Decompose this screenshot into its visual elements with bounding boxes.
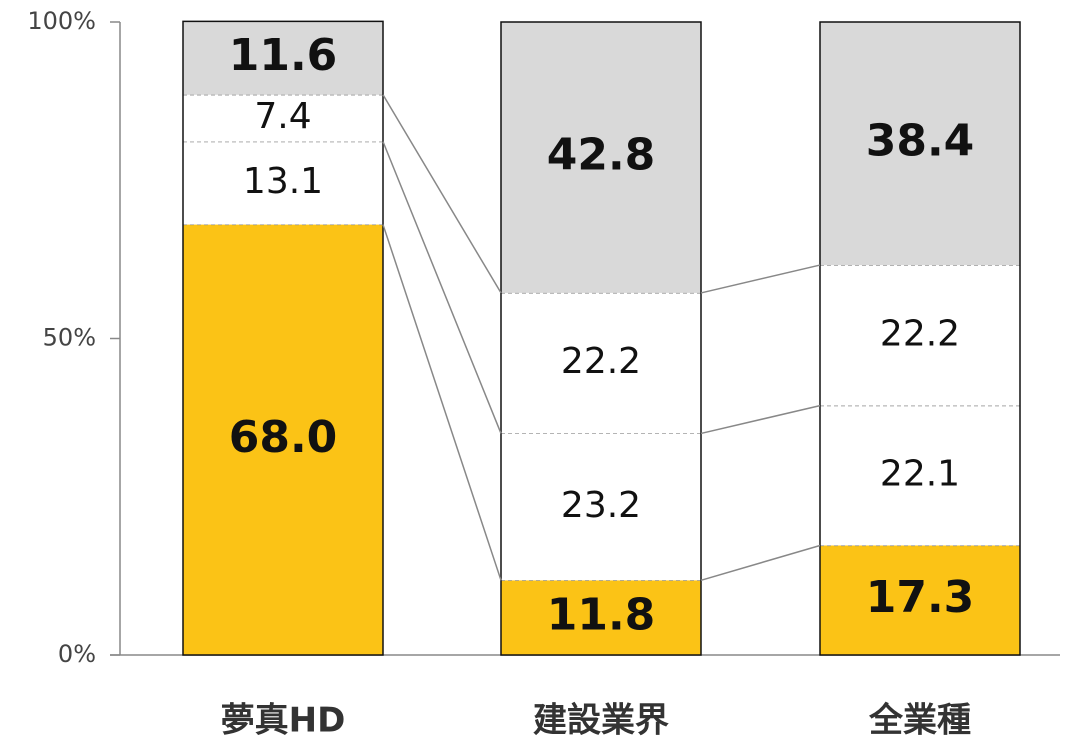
data-label: 7.4 (254, 96, 311, 137)
x-tick-label: 全業種 (868, 701, 971, 739)
connector (700, 264, 821, 294)
bar-segment (820, 405, 1020, 546)
connector (382, 94, 502, 294)
bar-segment (501, 292, 701, 434)
data-label: 11.8 (547, 590, 656, 641)
bar-segment (183, 21, 383, 95)
data-label: 42.8 (547, 129, 656, 180)
bar-segment (501, 22, 701, 293)
bar-segment (183, 224, 383, 655)
x-tick-label: 夢真HD (221, 701, 346, 739)
data-label: 23.2 (561, 485, 641, 526)
connector (382, 141, 502, 434)
bar-segment (183, 94, 383, 142)
bar-segment (820, 265, 1020, 406)
y-tick-label: 50% (43, 324, 96, 352)
data-label: 22.2 (880, 313, 960, 354)
bar-segment (501, 433, 701, 581)
bar-segment (501, 580, 701, 655)
data-label: 68.0 (229, 412, 338, 463)
data-label: 22.1 (880, 454, 960, 495)
bar-outline (500, 21, 702, 656)
bar-outline (182, 20, 384, 656)
data-label: 22.2 (561, 341, 641, 382)
bar-segment (820, 22, 1020, 266)
y-tick-label: 0% (58, 640, 96, 668)
connector (700, 404, 821, 435)
data-label: 13.1 (243, 161, 323, 202)
bar-outline (819, 21, 1021, 656)
bar-segment (183, 141, 383, 225)
y-tick-label: 100% (27, 7, 96, 35)
connector (700, 544, 821, 582)
data-label: 38.4 (866, 116, 975, 167)
data-label: 17.3 (866, 572, 975, 623)
bar-segment (820, 545, 1020, 655)
connector (382, 224, 502, 581)
x-tick-label: 建設業界 (533, 701, 669, 739)
data-label: 11.6 (229, 30, 338, 81)
